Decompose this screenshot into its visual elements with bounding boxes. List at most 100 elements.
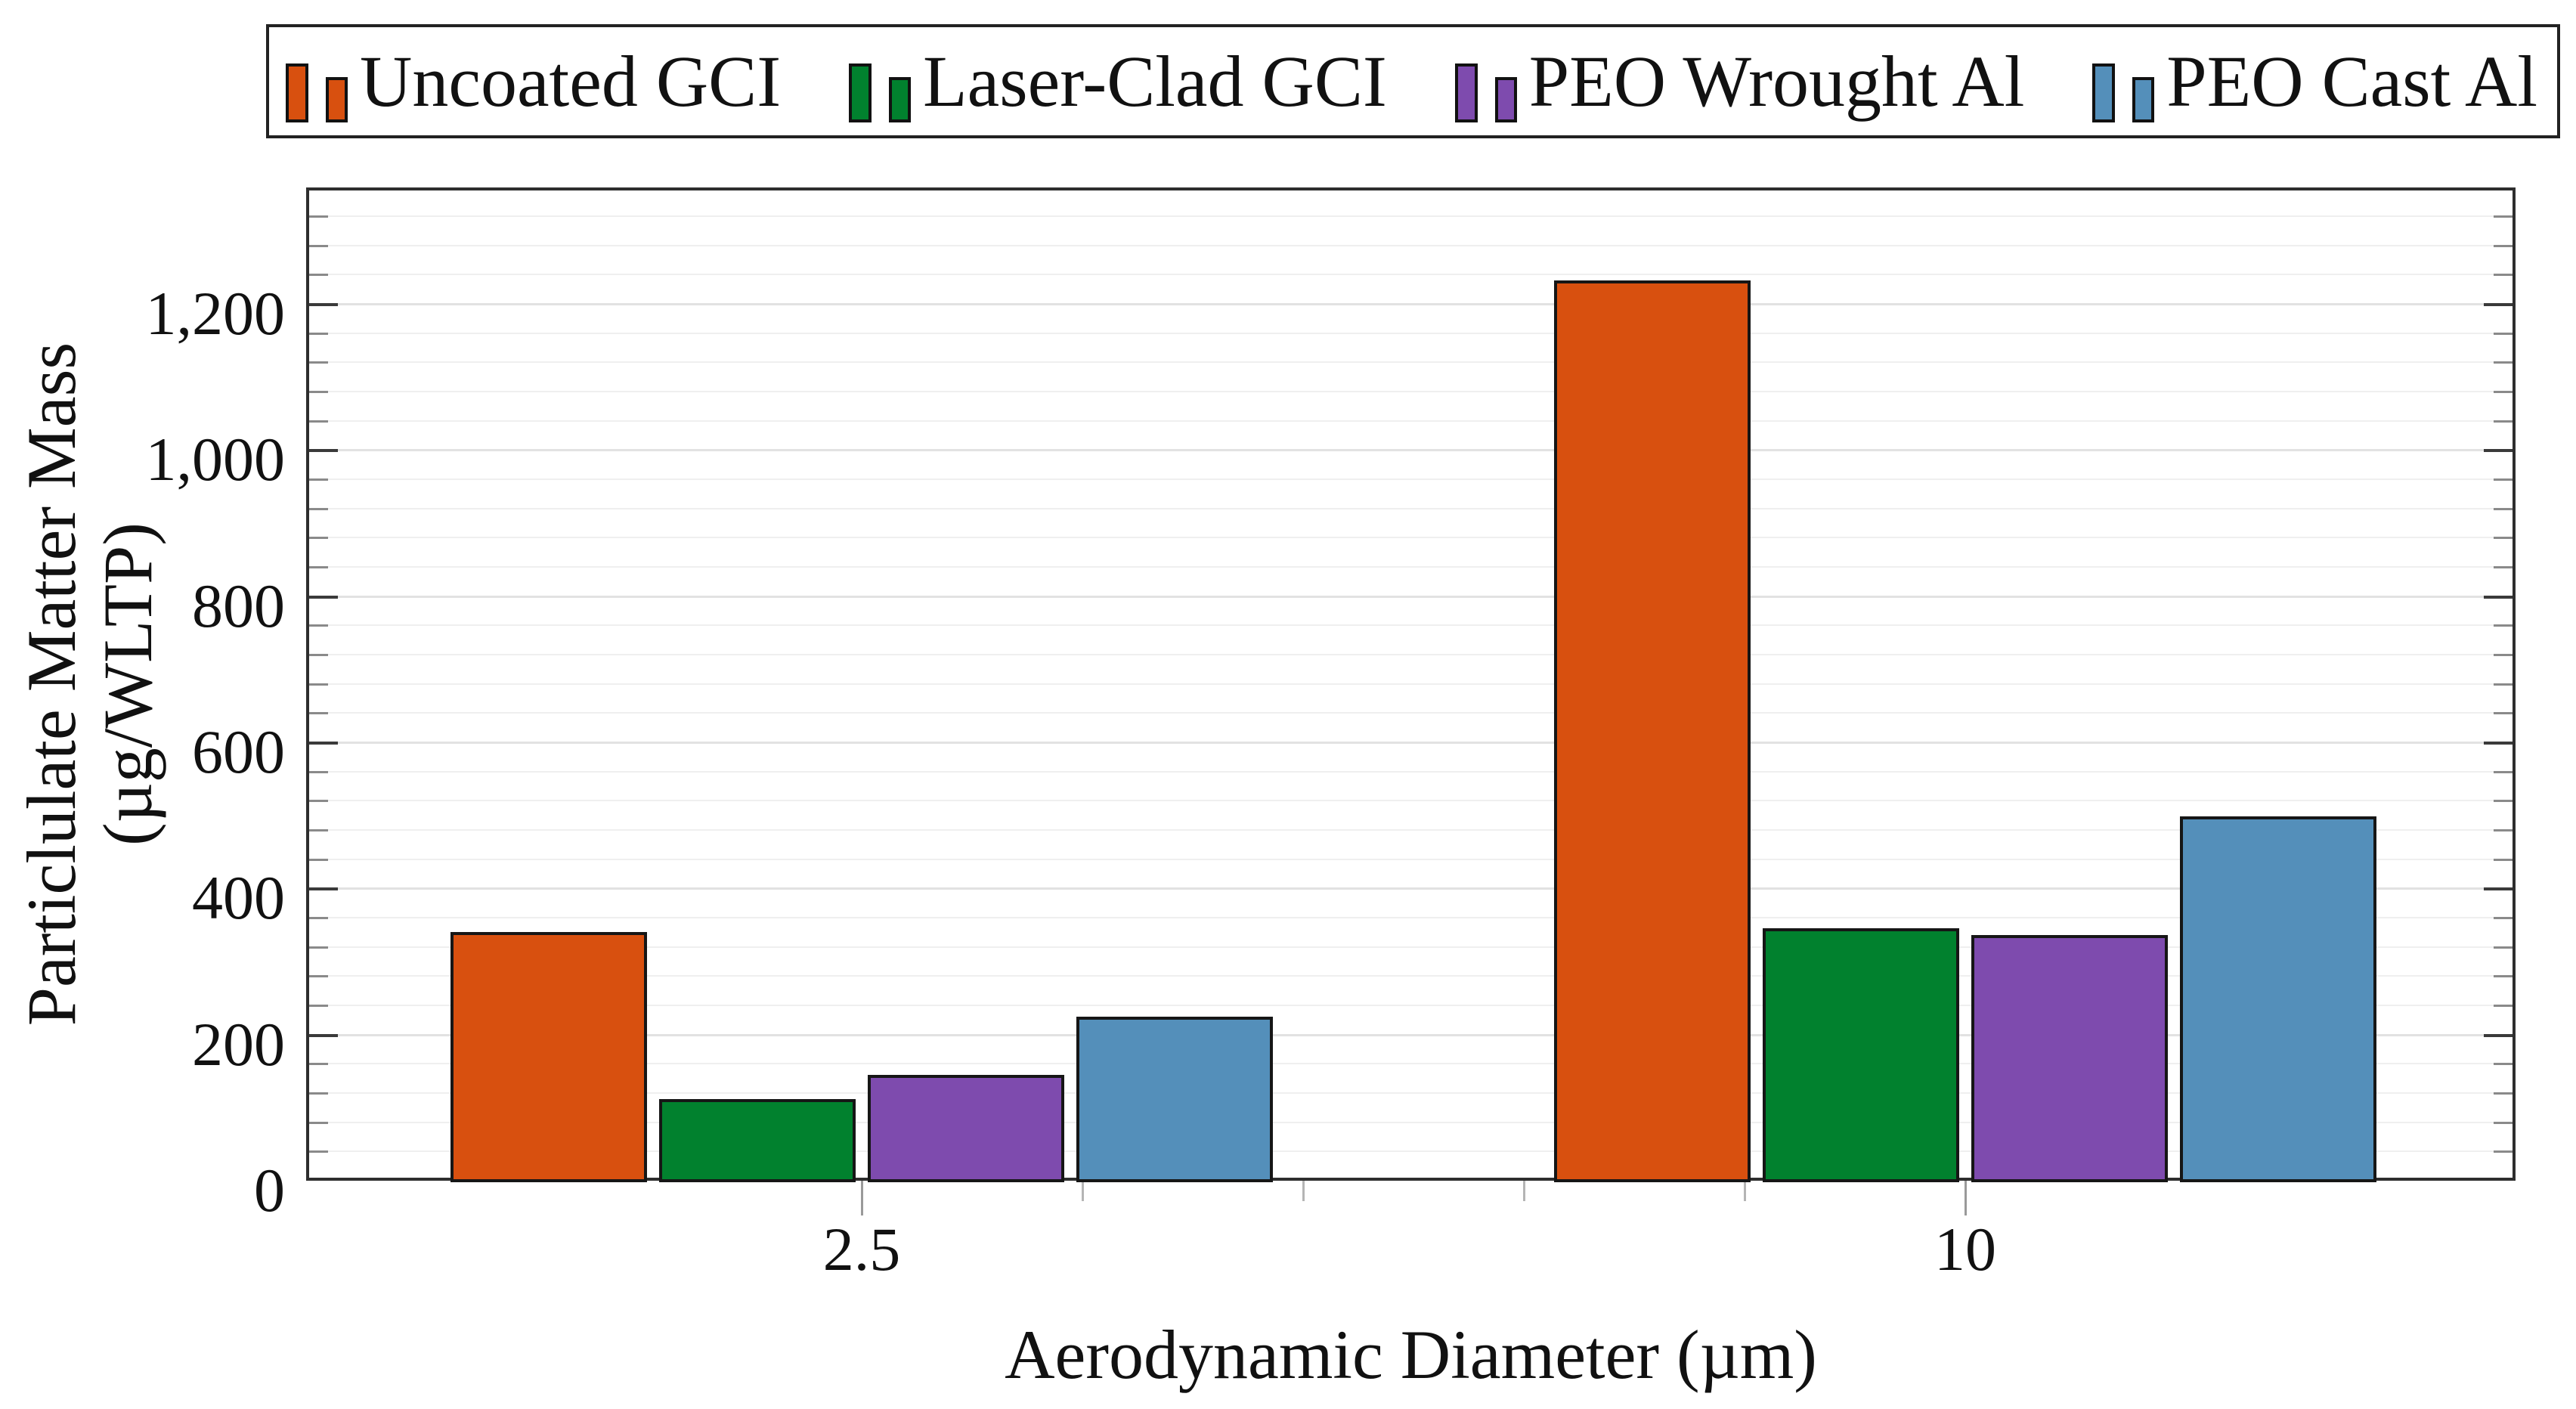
- y-axis-tick: [309, 361, 328, 364]
- y-axis-tick: [309, 800, 328, 803]
- y-axis-tick: [2494, 361, 2513, 364]
- minor-gridline: [309, 420, 2513, 422]
- y-axis-tick: [2484, 742, 2513, 745]
- y-axis-tick: [2494, 566, 2513, 568]
- y-axis-tick: [2494, 946, 2513, 949]
- bar-laser-clad-gci-2-5: [659, 1098, 856, 1182]
- y-axis-tick: [309, 274, 328, 277]
- minor-gridline: [309, 215, 2513, 217]
- legend-item-label: PEO Cast Al: [2166, 40, 2537, 122]
- y-axis-tick: [2484, 1033, 2513, 1037]
- minor-gridline: [309, 566, 2513, 568]
- y-axis-tick: [309, 770, 328, 773]
- legend-item: Uncoated GCI: [286, 40, 782, 122]
- y-tick-label: 200: [192, 1009, 285, 1079]
- y-axis-tick: [2494, 654, 2513, 656]
- minor-gridline: [309, 829, 2513, 831]
- y-axis-tick: [2494, 274, 2513, 277]
- bar-peo-wrought-al-10: [1971, 935, 2168, 1182]
- legend-item: Laser-Clad GCI: [848, 45, 1387, 122]
- y-axis-tick: [2484, 595, 2513, 599]
- minor-gridline: [309, 391, 2513, 392]
- y-axis-tick: [309, 449, 338, 453]
- y-axis-tick: [309, 537, 328, 540]
- y-axis-tick: [309, 332, 328, 335]
- y-axis-tick: [309, 595, 338, 599]
- minor-gridline: [309, 274, 2513, 276]
- y-axis-tick: [2494, 917, 2513, 919]
- x-axis-tick: [1965, 1181, 1967, 1215]
- y-tick-label: 0: [254, 1156, 285, 1225]
- y-axis-tick: [2494, 975, 2513, 978]
- y-axis-tick: [2484, 449, 2513, 453]
- y-tick-label: 600: [192, 717, 285, 786]
- bar-series-swatch-icon: [286, 50, 348, 122]
- bar-peo-cast-al-2-5: [1076, 1017, 1273, 1182]
- y-axis-tick: [309, 1150, 328, 1154]
- bar-peo-wrought-al-2-5: [868, 1074, 1064, 1182]
- y-axis-tick: [309, 858, 328, 861]
- legend-bar-icon: [326, 76, 348, 122]
- legend-bar-icon: [286, 63, 308, 122]
- y-axis-tick: [2494, 712, 2513, 715]
- minor-gridline: [309, 1092, 2513, 1094]
- legend-item-label: Uncoated GCI: [360, 40, 782, 122]
- x-axis-minor-tick: [1082, 1181, 1084, 1201]
- y-axis-tick: [309, 478, 328, 481]
- y-axis-tick: [309, 917, 328, 919]
- minor-gridline: [309, 1005, 2513, 1006]
- minor-gridline: [309, 478, 2513, 480]
- y-tick-label: 400: [192, 863, 285, 933]
- y-axis-tick: [2494, 391, 2513, 393]
- legend-item: PEO Wrought Al: [1454, 45, 2024, 122]
- legend-bar-icon: [1494, 76, 1517, 122]
- minor-gridline: [309, 946, 2513, 948]
- y-axis-tick: [2494, 478, 2513, 481]
- major-gridline: [309, 887, 2513, 890]
- minor-gridline: [309, 624, 2513, 627]
- y-axis-tick: [2494, 332, 2513, 335]
- minor-gridline: [309, 917, 2513, 918]
- y-axis-tick: [2494, 770, 2513, 773]
- y-axis-tick: [2484, 303, 2513, 306]
- legend-bar-icon: [848, 63, 872, 122]
- y-axis-tick: [309, 946, 328, 949]
- y-axis-tick: [2494, 1005, 2513, 1007]
- x-tick-label: 10: [1934, 1215, 1996, 1284]
- bar-series-swatch-icon: [848, 50, 911, 122]
- x-axis-title: Aerodynamic Diameter (µm): [1005, 1316, 1817, 1393]
- minor-gridline: [309, 654, 2513, 655]
- y-axis-tick: [2494, 683, 2513, 686]
- y-axis-tick: [309, 1063, 328, 1066]
- y-axis-tick: [2494, 829, 2513, 831]
- bar-series-swatch-icon: [1454, 50, 1517, 122]
- x-axis-tick: [861, 1181, 863, 1215]
- y-axis-tick: [309, 712, 328, 715]
- y-axis-tick: [309, 742, 338, 745]
- minor-gridline: [309, 858, 2513, 860]
- minor-gridline: [309, 770, 2513, 773]
- minor-gridline: [309, 537, 2513, 539]
- y-axis-tick: [2494, 1121, 2513, 1124]
- y-axis-tick: [2484, 887, 2513, 891]
- y-axis-tick: [2494, 624, 2513, 627]
- y-axis-tick: [2494, 1092, 2513, 1095]
- y-axis-tick: [2494, 800, 2513, 803]
- legend-bar-icon: [888, 76, 911, 122]
- y-axis-tick: [2494, 244, 2513, 247]
- legend-item: PEO Cast Al: [2092, 40, 2537, 122]
- y-axis-tick: [309, 420, 328, 423]
- y-axis-tick: [309, 244, 328, 247]
- x-axis-minor-tick: [1523, 1181, 1525, 1201]
- y-axis-tick: [2494, 537, 2513, 540]
- y-axis-tick: [309, 566, 328, 568]
- minor-gridline: [309, 361, 2513, 364]
- y-axis-tick: [309, 654, 328, 656]
- legend-bar-icon: [2092, 63, 2116, 122]
- minor-gridline: [309, 683, 2513, 685]
- minor-gridline: [309, 975, 2513, 977]
- y-axis-tick: [309, 887, 338, 891]
- bar-series-swatch-icon: [2092, 50, 2155, 122]
- y-axis-tick: [309, 215, 328, 218]
- legend-bar-icon: [2132, 76, 2155, 122]
